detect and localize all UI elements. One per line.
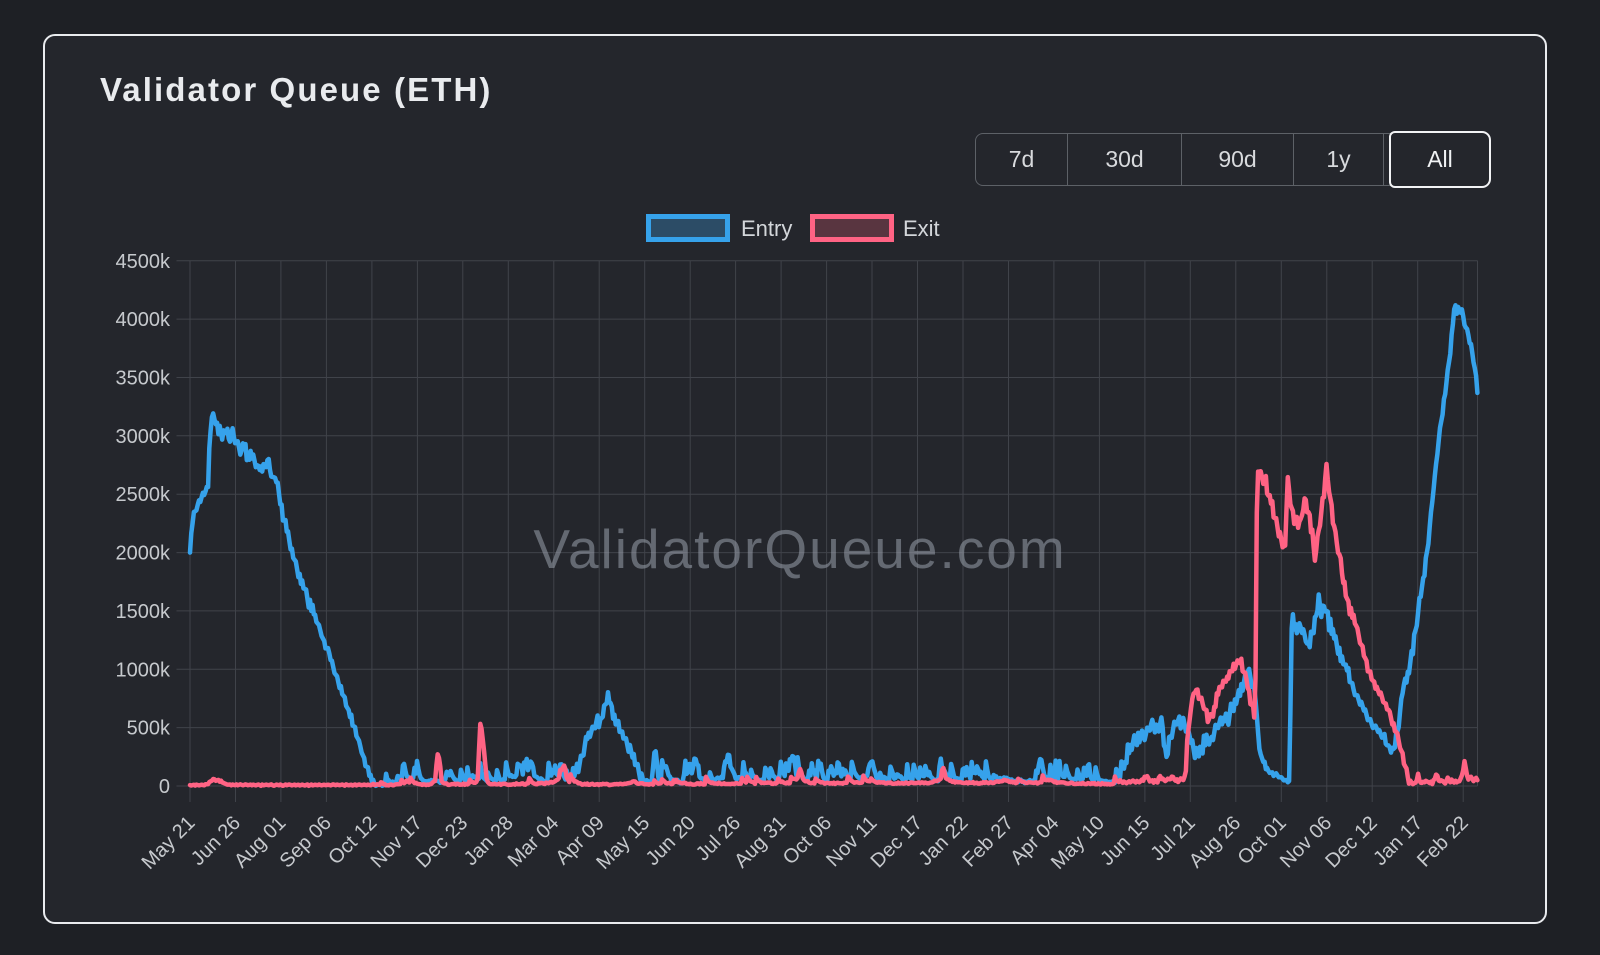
svg-text:ValidatorQueue.com: ValidatorQueue.com (533, 518, 1066, 580)
svg-text:May 21: May 21 (138, 812, 200, 874)
svg-text:4500k: 4500k (116, 251, 171, 273)
svg-text:1000k: 1000k (116, 659, 171, 681)
svg-text:0: 0 (159, 776, 170, 798)
svg-text:Sep 06: Sep 06 (276, 812, 336, 872)
svg-text:Dec 23: Dec 23 (412, 812, 472, 872)
svg-text:Feb 27: Feb 27 (958, 812, 1018, 872)
svg-text:Aug 26: Aug 26 (1185, 812, 1245, 872)
svg-text:Jun 20: Jun 20 (642, 812, 700, 870)
svg-text:3500k: 3500k (116, 368, 171, 390)
svg-text:2000k: 2000k (116, 543, 171, 565)
svg-text:Aug 31: Aug 31 (730, 812, 790, 872)
svg-text:Jun 15: Jun 15 (1096, 812, 1154, 870)
svg-text:4000k: 4000k (116, 309, 171, 331)
svg-text:500k: 500k (127, 718, 171, 740)
svg-text:Dec 17: Dec 17 (867, 812, 927, 872)
svg-text:1500k: 1500k (116, 601, 171, 623)
svg-text:3000k: 3000k (116, 426, 171, 448)
svg-text:Feb 22: Feb 22 (1413, 812, 1473, 872)
svg-text:Dec 12: Dec 12 (1321, 812, 1381, 872)
svg-text:2500k: 2500k (116, 484, 171, 506)
svg-text:Mar 04: Mar 04 (504, 812, 564, 872)
